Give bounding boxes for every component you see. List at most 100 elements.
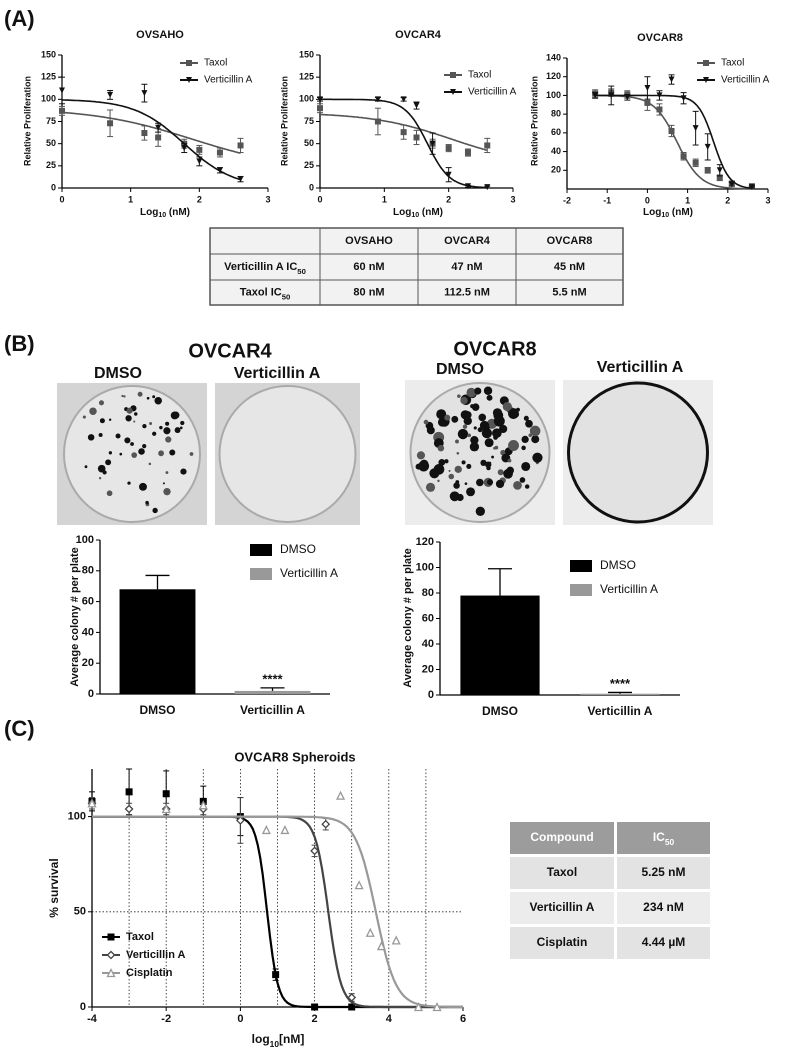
table-cell-bg (617, 857, 710, 889)
colony (115, 433, 121, 439)
y-tick-label: 60 (422, 612, 434, 624)
legend-label: DMSO (280, 542, 316, 556)
colony (525, 419, 533, 428)
marker (484, 184, 491, 191)
marker (280, 824, 290, 835)
colony (495, 479, 505, 489)
x-axis-label-part: Log (643, 207, 661, 218)
y-tick-label: 40 (82, 626, 94, 638)
legend-swatch (570, 560, 592, 572)
colony (174, 427, 181, 434)
bar (460, 595, 540, 695)
colony (467, 433, 471, 438)
y-tick-label: 0 (51, 182, 56, 192)
y-tick-label: 75 (304, 116, 314, 126)
y-tick-label: 80 (422, 587, 434, 599)
colony (486, 479, 494, 486)
plate-title: OVCAR8 (453, 338, 536, 360)
y-axis-label: Average colony # per plate (69, 547, 81, 687)
marker (400, 129, 407, 136)
colony (455, 480, 460, 484)
marker (365, 927, 375, 937)
marker (391, 935, 401, 945)
marker (624, 94, 631, 101)
marker (432, 1002, 442, 1012)
marker (107, 120, 114, 127)
marker (198, 800, 208, 810)
colony (464, 411, 472, 419)
y-tick-label: 120 (416, 536, 434, 548)
plate-dish (409, 382, 551, 523)
legend-label: Taxol (468, 70, 491, 81)
table-header-part: Compound (530, 830, 593, 844)
x-tick-label: DMSO (140, 703, 176, 717)
y-tick-label: 50 (74, 906, 86, 918)
x-tick-label: 3 (265, 194, 270, 204)
marker (107, 91, 114, 98)
table-header: Compound (530, 830, 593, 844)
colony (436, 409, 447, 420)
x-axis-label-part: Log (140, 207, 158, 218)
legend-label: Verticillin A (280, 566, 338, 580)
marker (196, 158, 203, 165)
colony (461, 396, 467, 402)
marker (716, 174, 723, 181)
table-cell: 80 nM (353, 286, 384, 298)
colony (163, 427, 171, 435)
marker (216, 167, 223, 174)
x-tick-label: 2 (312, 1013, 318, 1025)
colony (108, 418, 112, 421)
x-tick-label: 0 (59, 194, 64, 204)
x-tick-label: -1 (603, 195, 611, 205)
colony (454, 465, 462, 473)
colony (457, 428, 469, 440)
table-cell: Verticillin A (530, 900, 595, 914)
colony (416, 451, 426, 460)
marker (376, 941, 386, 951)
colony (99, 418, 105, 424)
fit-curve (62, 99, 241, 181)
colony (466, 387, 477, 398)
marker (680, 153, 687, 160)
table-header: OVCAR4 (444, 235, 491, 247)
colony (158, 450, 164, 457)
colony (494, 445, 499, 450)
colony (480, 459, 487, 466)
colony (466, 463, 472, 469)
colony (456, 451, 460, 455)
y-tick-label: 0 (428, 689, 434, 701)
x-axis-label-part: Log (393, 207, 411, 218)
colony (82, 415, 86, 419)
x-tick-label: 6 (460, 1013, 466, 1025)
colony (438, 458, 446, 466)
marker (644, 99, 651, 106)
colony (108, 451, 112, 455)
y-tick-label: 125 (41, 72, 56, 82)
colony (483, 386, 493, 395)
x-axis-label-part: log (252, 1032, 270, 1046)
y-tick-label: 100 (41, 94, 56, 104)
error-bar (260, 687, 285, 691)
bar (580, 693, 660, 695)
x-axis-label: Log10 (nM) (140, 207, 190, 220)
colony (145, 500, 149, 505)
colony (484, 438, 494, 448)
table-row-label-part: 50 (297, 267, 306, 276)
marker (141, 130, 148, 137)
y-tick-label: 20 (551, 165, 561, 175)
colony (133, 420, 136, 423)
error-bar (608, 691, 632, 694)
x-axis-label: Log10 (nM) (393, 207, 443, 220)
legend-label: Verticillin A (204, 75, 253, 86)
table-cell: 5.25 nM (641, 865, 685, 879)
colony (98, 400, 105, 406)
colony (170, 411, 179, 420)
table-header-part: IC (653, 830, 665, 844)
error-bar (488, 568, 512, 596)
colony (532, 452, 543, 463)
marker (87, 798, 97, 808)
x-tick-label: 1 (685, 195, 690, 205)
colony (497, 469, 504, 476)
colony (476, 478, 484, 487)
marker (107, 933, 115, 941)
